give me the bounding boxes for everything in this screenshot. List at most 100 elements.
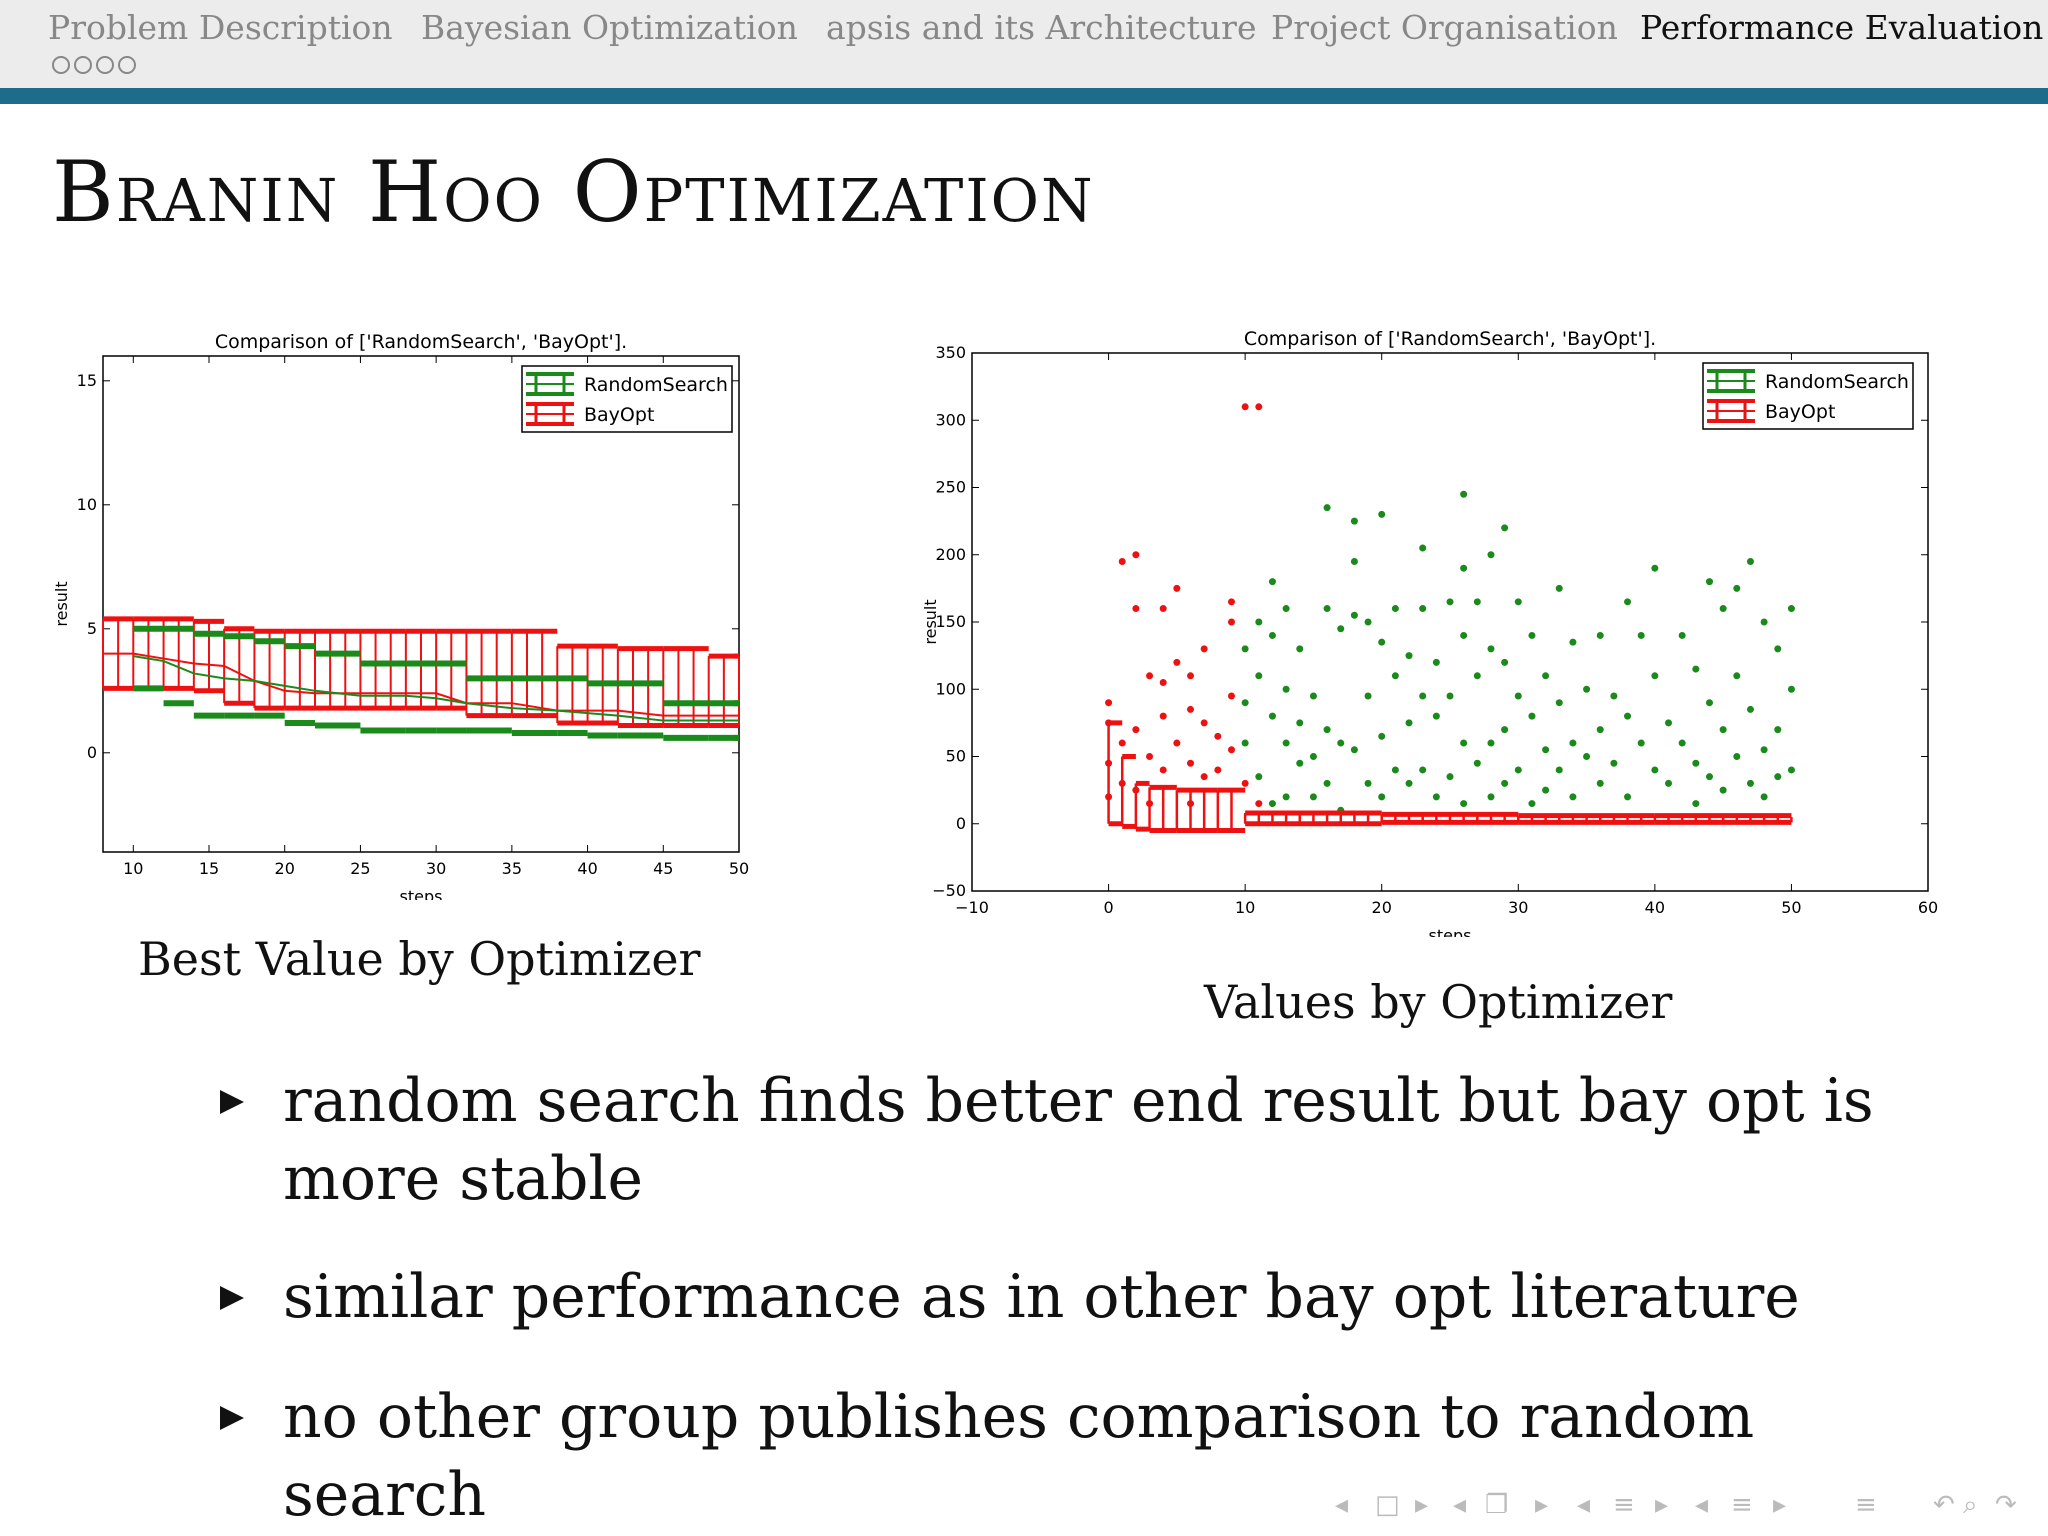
section-icon[interactable]: ≡ xyxy=(1613,1490,1635,1520)
legend-box xyxy=(521,365,733,433)
y-axis-label: result xyxy=(54,581,71,626)
randomsearch-point xyxy=(1296,759,1304,767)
randomsearch-point xyxy=(1555,699,1563,707)
randomsearch-point xyxy=(1460,739,1468,747)
x-tick-label: 20 xyxy=(1372,898,1392,917)
randomsearch-point xyxy=(1528,631,1536,639)
randomsearch-point xyxy=(1678,631,1686,639)
randomsearch-point xyxy=(1309,753,1317,760)
progress-dot[interactable] xyxy=(74,56,92,74)
plot-frame xyxy=(102,355,740,853)
y-axis-label: result xyxy=(921,599,940,644)
randomsearch-point xyxy=(1323,504,1331,512)
randomsearch-point xyxy=(1774,726,1782,734)
randomsearch-point xyxy=(1255,672,1263,680)
randomsearch-point xyxy=(1241,645,1249,653)
randomsearch-point xyxy=(1405,652,1413,660)
randomsearch-point xyxy=(1268,800,1276,808)
progress-dot[interactable] xyxy=(96,56,114,74)
caption-best-value: Best Value by Optimizer xyxy=(138,932,701,986)
randomsearch-point xyxy=(1746,705,1754,713)
x-tick-label: 60 xyxy=(1918,898,1938,917)
header-accent-bar xyxy=(0,88,2048,104)
bayopt-point xyxy=(1227,692,1235,700)
beamer-navigation-controls: ◂ □ ▸ ◂ ❐ ▸ ◂ ≡ ▸ ◂ ≡ ▸ ≡ ↶ ⌕ ↷ xyxy=(1335,1490,2035,1520)
legend-label: RandomSearch xyxy=(1765,371,1909,393)
triangle-left-icon[interactable]: ◂ xyxy=(1695,1490,1709,1520)
y-tick-label: −50 xyxy=(932,881,966,900)
randomsearch-point xyxy=(1542,786,1550,794)
randomsearch-point xyxy=(1350,517,1358,525)
document-icon[interactable]: ≡ xyxy=(1731,1490,1753,1520)
randomsearch-point xyxy=(1268,631,1276,639)
randomsearch-point xyxy=(1637,739,1645,747)
randomsearch-point xyxy=(1774,645,1782,653)
forward-icon[interactable]: ↷ xyxy=(1995,1490,2017,1520)
triangle-right-icon[interactable]: ▸ xyxy=(1773,1490,1787,1520)
bayopt-point xyxy=(1159,679,1167,687)
chart-title: Comparison of ['RandomSearch', 'BayOpt']… xyxy=(1244,328,1656,350)
bayopt-point xyxy=(1214,732,1222,740)
triangle-right-icon[interactable]: ▸ xyxy=(1535,1490,1549,1520)
randomsearch-point xyxy=(1787,605,1795,613)
y-tick-label: 50 xyxy=(946,747,966,766)
randomsearch-point xyxy=(1665,779,1673,787)
bayopt-point xyxy=(1227,618,1235,626)
subsection-icon[interactable]: ❐ xyxy=(1485,1490,1509,1520)
triangle-left-icon[interactable]: ◂ xyxy=(1577,1490,1591,1520)
bayopt-point xyxy=(1173,584,1181,592)
bayopt-point xyxy=(1200,719,1208,727)
randomsearch-point xyxy=(1542,672,1550,680)
randomsearch-point xyxy=(1405,779,1413,787)
randomsearch-point xyxy=(1350,611,1358,619)
nav-tab-problem-description[interactable]: Problem Description xyxy=(48,8,393,47)
x-tick-label: 30 xyxy=(426,859,446,878)
nav-tab-bayesian-optimization[interactable]: Bayesian Optimization xyxy=(421,8,798,47)
randomsearch-point xyxy=(1255,618,1263,626)
bayopt-point xyxy=(1173,739,1181,747)
randomsearch-point xyxy=(1596,726,1604,734)
bayopt-point xyxy=(1214,766,1222,774)
randomsearch-point xyxy=(1282,605,1290,613)
triangle-left-icon[interactable]: ◂ xyxy=(1335,1490,1349,1520)
legend-label: RandomSearch xyxy=(584,374,728,396)
x-tick-label: 0 xyxy=(1103,898,1113,917)
y-tick-label: 350 xyxy=(935,343,966,362)
randomsearch-point xyxy=(1569,793,1577,801)
randomsearch-point xyxy=(1309,793,1317,801)
nav-tab-project-organisation[interactable]: Project Organisation xyxy=(1271,8,1618,47)
randomsearch-point xyxy=(1514,598,1522,606)
randomsearch-point xyxy=(1583,685,1591,693)
progress-dot[interactable] xyxy=(52,56,70,74)
randomsearch-point xyxy=(1350,557,1358,565)
search-icon[interactable]: ⌕ xyxy=(1963,1490,1978,1520)
triangle-right-icon[interactable]: ▸ xyxy=(1655,1490,1669,1520)
randomsearch-point xyxy=(1282,685,1290,693)
frame-icon[interactable]: □ xyxy=(1375,1490,1400,1520)
values-scatter-chart: −10 0 10 20 30 40 50 60 −50 0 50 100 150 200 250 300 350… xyxy=(921,328,1938,937)
triangle-right-icon[interactable]: ▸ xyxy=(1415,1490,1429,1520)
back-icon[interactable]: ↶ xyxy=(1933,1490,1955,1520)
nav-tab-apsis-architecture[interactable]: apsis and its Architecture xyxy=(826,8,1257,47)
triangle-left-icon[interactable]: ◂ xyxy=(1453,1490,1467,1520)
y-tick-label: 5 xyxy=(87,619,97,638)
randomsearch-point xyxy=(1378,510,1386,518)
randomsearch-point xyxy=(1651,766,1659,774)
legend-box xyxy=(1702,362,1914,430)
randomsearch-point xyxy=(1487,551,1495,559)
toc-icon[interactable]: ≡ xyxy=(1855,1490,1877,1520)
randomsearch-point xyxy=(1555,584,1563,592)
randomsearch-point xyxy=(1487,793,1495,801)
bayopt-point xyxy=(1146,753,1154,760)
bayopt-point xyxy=(1159,605,1167,613)
randomsearch-point xyxy=(1705,773,1713,781)
nav-tab-performance-evaluation[interactable]: Performance Evaluation xyxy=(1640,8,2044,47)
bayopt-point xyxy=(1146,672,1154,680)
bayopt-point xyxy=(1118,557,1126,565)
randomsearch-point xyxy=(1555,766,1563,774)
y-tick-label: 300 xyxy=(935,410,966,429)
progress-dot[interactable] xyxy=(118,56,136,74)
randomsearch-point xyxy=(1309,692,1317,700)
randomsearch-point xyxy=(1678,739,1686,747)
y-tick-label: 250 xyxy=(935,478,966,497)
